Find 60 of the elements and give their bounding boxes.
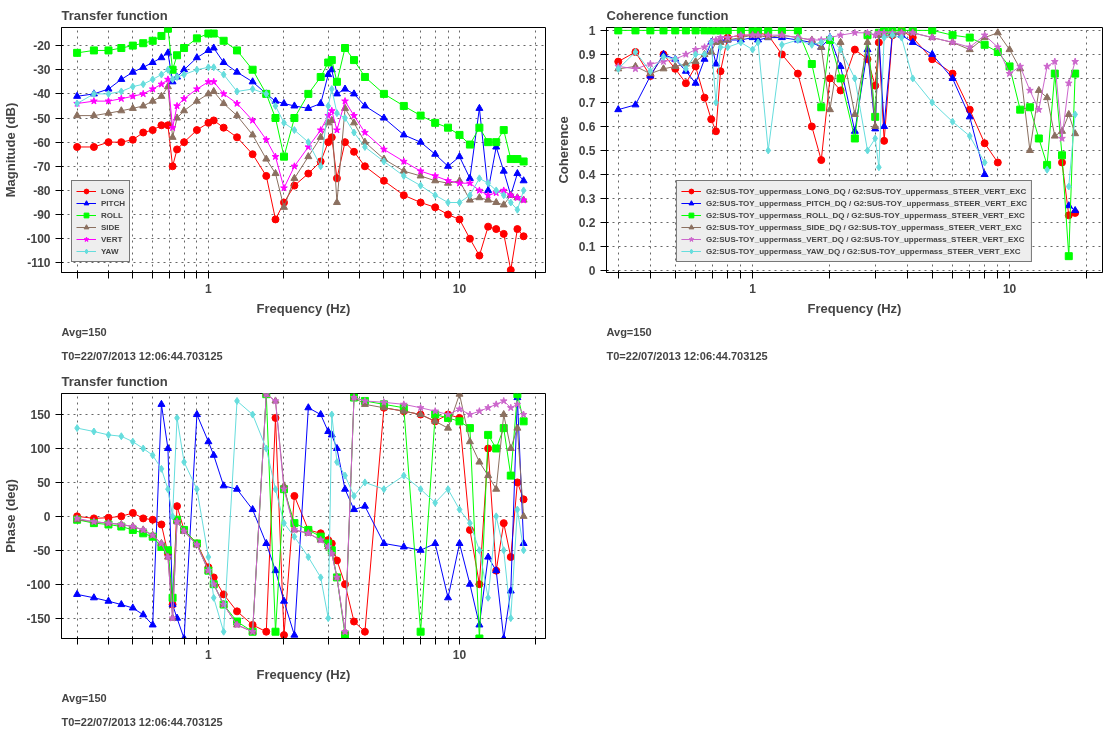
x-axis-title: Frequency (Hz) bbox=[256, 666, 351, 682]
chart-title: Transfer function bbox=[61, 7, 168, 23]
y-tick-label: 0.2 bbox=[578, 216, 596, 231]
y-tick-label: 0.7 bbox=[578, 95, 596, 110]
text: T0=22/07/2013 12:06:44.703125 bbox=[606, 349, 768, 362]
y-tick-label: -20 bbox=[33, 39, 51, 54]
legend-label: G2:SUS-TOY_uppermass_LONG_DQ / G2:SUS-TOY_uppermass_STEER_VERT_EXC bbox=[705, 186, 1027, 196]
y-tick-label: 0.4 bbox=[578, 168, 596, 182]
y-tick-label: 0.1 bbox=[578, 240, 596, 255]
y-tick-label: -110 bbox=[27, 256, 51, 271]
text: Avg=150 bbox=[606, 325, 652, 338]
x-tick-label: 10 bbox=[1002, 281, 1017, 296]
legend-label: VERT bbox=[101, 234, 123, 244]
y-tick-label: 0.5 bbox=[578, 143, 596, 158]
y-tick-label: -30 bbox=[33, 63, 51, 78]
text: T0=22/07/2013 12:06:44.703125 bbox=[61, 715, 223, 728]
y-tick-label: 0.3 bbox=[578, 192, 596, 207]
y-tick-label: -40 bbox=[33, 87, 51, 102]
text: T0=22/07/2013 12:06:44.703125 bbox=[61, 349, 223, 362]
y-tick-label: -150 bbox=[26, 611, 51, 626]
y-tick-label: 150 bbox=[30, 408, 51, 423]
x-axis-title: Frequency (Hz) bbox=[256, 300, 351, 316]
y-tick-label: 1 bbox=[588, 23, 596, 38]
text: Avg=150 bbox=[61, 325, 107, 338]
legend-label: G2:SUS-TOY_uppermass_ROLL_DQ / G2:SUS-TOY_uppermass_STEER_VERT_EXC bbox=[705, 210, 1025, 220]
y-axis-title: Phase (deg) bbox=[3, 479, 19, 553]
y-tick-label: -50 bbox=[33, 111, 51, 126]
legend-label: LONG bbox=[101, 186, 125, 196]
legend-label: ROLL bbox=[101, 210, 123, 220]
y-tick-label: -90 bbox=[33, 208, 51, 223]
y-tick-label: 100 bbox=[30, 441, 51, 456]
chart-title: Coherence function bbox=[606, 7, 729, 23]
y-axis-title: Magnitude (dB) bbox=[3, 102, 19, 198]
x-tick-label: 10 bbox=[452, 281, 467, 296]
y-tick-label: -50 bbox=[33, 543, 51, 558]
x-axis-title: Frequency (Hz) bbox=[807, 300, 902, 316]
x-tick-label: 10 bbox=[452, 647, 467, 662]
legend-label: SIDE bbox=[101, 222, 121, 232]
chart-title: Transfer function bbox=[61, 373, 168, 389]
y-tick-label: -80 bbox=[33, 183, 51, 198]
y-tick-label: 50 bbox=[37, 475, 51, 490]
legend-label: YAW bbox=[101, 246, 120, 256]
legend-label: G2:SUS-TOY_uppermass_VERT_DQ / G2:SUS-TOY_uppermass_STEER_VERT_EXC bbox=[705, 234, 1025, 244]
legend-label: G2:SUS-TOY_uppermass_SIDE_DQ / G2:SUS-TOY_uppermass_STEER_VERT_EXC bbox=[705, 222, 1022, 232]
legend-label: G2:SUS-TOY_uppermass_PITCH_DQ / G2:SUS-TOY_uppermass_STEER_VERT_EXC bbox=[705, 198, 1028, 208]
y-tick-label: -70 bbox=[33, 159, 51, 174]
y-tick-label: 0 bbox=[43, 509, 51, 524]
y-tick-label: -100 bbox=[26, 577, 51, 592]
y-tick-label: -60 bbox=[33, 135, 51, 150]
y-tick-label: 0.6 bbox=[578, 119, 596, 134]
y-tick-label: -100 bbox=[26, 232, 51, 247]
x-tick-label: 1 bbox=[749, 281, 757, 296]
x-tick-label: 1 bbox=[205, 281, 213, 296]
y-tick-label: 0.8 bbox=[578, 71, 596, 86]
legend-label: G2:SUS-TOY_uppermass_YAW_DQ / G2:SUS-TOY_uppermass_STEER_VERT_EXC bbox=[705, 246, 1021, 256]
text: Avg=150 bbox=[61, 691, 107, 704]
y-tick-label: 0 bbox=[588, 264, 596, 279]
legend-label: PITCH bbox=[101, 198, 125, 208]
y-axis-title: Coherence bbox=[555, 116, 571, 184]
y-tick-label: 0.9 bbox=[578, 47, 596, 62]
